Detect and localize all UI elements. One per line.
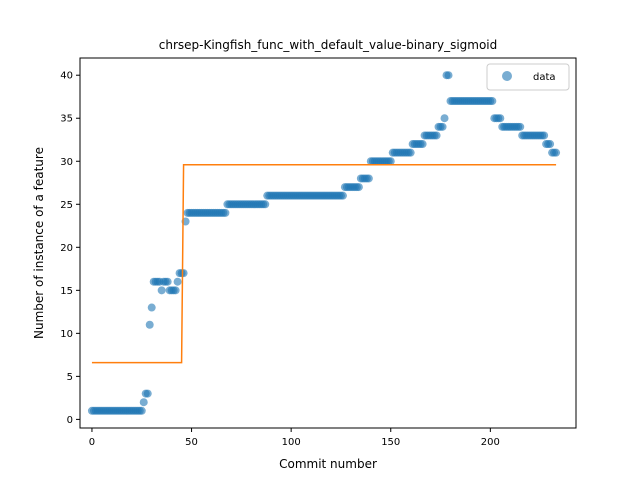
x-tick-label: 200 xyxy=(481,437,500,448)
data-point xyxy=(179,269,188,278)
data-point xyxy=(444,71,453,80)
data-point xyxy=(354,183,363,192)
y-tick-label: 35 xyxy=(60,114,73,125)
y-axis-ticks: 0 5 10 15 20 25 30 35 40 xyxy=(60,71,80,426)
y-tick-label: 15 xyxy=(60,286,73,297)
y-tick-label: 5 xyxy=(67,372,73,383)
y-tick-label: 30 xyxy=(60,157,73,168)
x-tick-label: 0 xyxy=(89,437,95,448)
data-point xyxy=(163,277,172,286)
data-point xyxy=(261,200,270,209)
data-point xyxy=(173,277,182,286)
fit-line-group xyxy=(91,163,557,364)
data-point xyxy=(145,320,154,329)
plot-frame xyxy=(79,57,577,429)
y-tick-label: 20 xyxy=(60,243,73,254)
data-point xyxy=(171,286,180,295)
data-point xyxy=(440,114,449,123)
data-point xyxy=(418,140,427,149)
data-point xyxy=(552,148,561,157)
chart-title: chrsep-Kingfish_func_with_default_value-… xyxy=(159,38,498,52)
data-point xyxy=(137,406,146,415)
x-axis-label: Commit number xyxy=(279,457,377,471)
fit-line xyxy=(91,163,557,364)
legend-label-data: data xyxy=(533,72,556,83)
data-point xyxy=(496,114,505,123)
data-point xyxy=(546,140,555,149)
data-point xyxy=(540,131,549,140)
legend: data xyxy=(486,63,570,91)
x-tick-label: 100 xyxy=(282,437,301,448)
legend-marker-data xyxy=(502,71,512,81)
x-axis-ticks: 0 50 100 150 200 xyxy=(89,428,500,448)
data-point xyxy=(432,131,441,140)
x-tick-label: 50 xyxy=(185,437,198,448)
data-point xyxy=(488,97,497,106)
data-point xyxy=(438,122,447,131)
data-point xyxy=(386,157,395,166)
data-point xyxy=(516,122,525,131)
data-point xyxy=(406,148,415,157)
data-point xyxy=(157,286,166,295)
y-tick-label: 40 xyxy=(60,71,73,82)
data-point xyxy=(221,208,230,217)
y-axis-label: Number of instance of a feature xyxy=(32,147,46,339)
data-point xyxy=(139,398,148,407)
data-point xyxy=(143,389,152,398)
data-point xyxy=(364,174,373,183)
y-tick-label: 25 xyxy=(60,200,73,211)
data-point xyxy=(147,303,156,312)
x-tick-label: 150 xyxy=(381,437,400,448)
data-point xyxy=(338,191,347,200)
legend-box xyxy=(486,63,570,91)
y-tick-label: 10 xyxy=(60,329,73,340)
plot-data xyxy=(87,71,561,415)
y-tick-label: 0 xyxy=(67,415,73,426)
